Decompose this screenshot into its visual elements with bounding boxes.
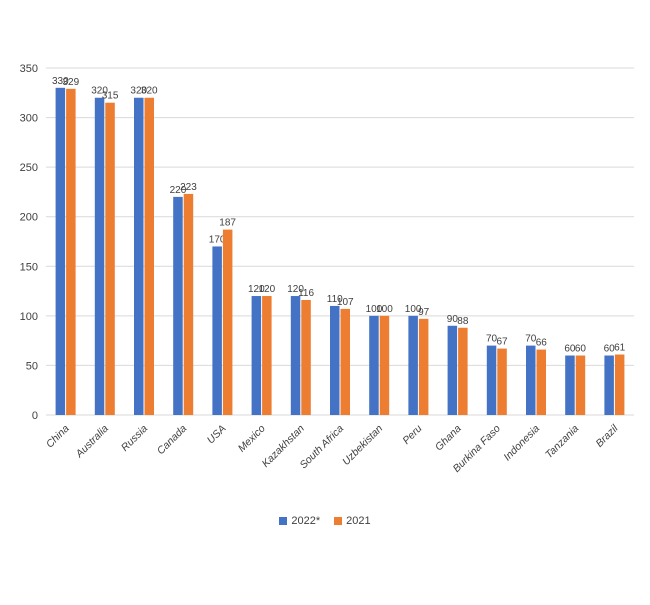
data-label: 320 bbox=[91, 86, 108, 97]
x-tick-label: Indonesia bbox=[501, 423, 542, 464]
data-label: 67 bbox=[496, 337, 508, 348]
data-label: 66 bbox=[536, 338, 548, 349]
bar bbox=[369, 315, 379, 415]
legend-label-2021: 2021 bbox=[346, 515, 371, 527]
x-tick-label: China bbox=[44, 423, 72, 451]
bar bbox=[262, 296, 272, 415]
bar bbox=[55, 87, 66, 415]
y-tick-label: 300 bbox=[20, 113, 38, 125]
bar bbox=[565, 355, 575, 415]
x-tick-label: Canada bbox=[155, 423, 190, 458]
y-tick-label: 100 bbox=[20, 311, 38, 323]
bar bbox=[222, 229, 233, 415]
data-label: 110 bbox=[327, 294, 343, 305]
data-label: 100 bbox=[405, 304, 422, 315]
legend-item-2022: 2022* bbox=[279, 515, 320, 527]
y-tick-label: 50 bbox=[26, 360, 38, 372]
bar bbox=[251, 296, 262, 415]
data-label: 315 bbox=[102, 91, 119, 102]
data-label: 60 bbox=[575, 344, 587, 355]
legend-item-2021: 2021 bbox=[334, 515, 371, 527]
data-label: 60 bbox=[604, 344, 616, 355]
data-label: 120 bbox=[248, 284, 265, 295]
data-label: 170 bbox=[209, 234, 226, 245]
bar bbox=[173, 196, 183, 415]
data-label: 100 bbox=[376, 304, 393, 315]
y-tick-label: 350 bbox=[20, 63, 38, 75]
legend-swatch-2021 bbox=[334, 517, 343, 525]
data-label: 220 bbox=[170, 185, 187, 196]
data-label: 61 bbox=[614, 343, 626, 354]
legend: 2022* 2021 bbox=[0, 515, 650, 527]
bar bbox=[379, 315, 390, 415]
data-label: 120 bbox=[287, 284, 304, 295]
data-label: 187 bbox=[219, 218, 236, 229]
data-label: 60 bbox=[564, 344, 576, 355]
data-label: 120 bbox=[259, 284, 276, 295]
bar bbox=[458, 327, 468, 415]
bar bbox=[486, 345, 497, 415]
data-label: 107 bbox=[337, 297, 354, 308]
data-label: 330 bbox=[52, 76, 69, 87]
data-label: 97 bbox=[418, 307, 430, 318]
x-tick-label: Brazil bbox=[593, 422, 621, 450]
bar bbox=[536, 349, 546, 415]
bar bbox=[301, 299, 311, 415]
bar bbox=[497, 348, 507, 415]
x-tick-label: Tanzania bbox=[543, 423, 581, 461]
bar bbox=[330, 305, 340, 415]
bar bbox=[575, 355, 586, 415]
x-tick-label: Russia bbox=[119, 423, 150, 454]
data-label: 223 bbox=[180, 182, 197, 193]
bar bbox=[105, 102, 115, 415]
legend-label-2022: 2022* bbox=[291, 515, 321, 527]
y-tick-label: 250 bbox=[20, 162, 38, 174]
data-label: 329 bbox=[63, 77, 80, 88]
data-label: 320 bbox=[141, 86, 158, 97]
y-tick-label: 0 bbox=[32, 410, 38, 422]
y-tick-label: 150 bbox=[20, 261, 38, 273]
bar bbox=[212, 246, 222, 415]
bar bbox=[408, 315, 418, 415]
bar bbox=[526, 345, 536, 415]
data-label: 116 bbox=[298, 288, 314, 299]
data-label: 70 bbox=[525, 334, 537, 345]
bar bbox=[66, 88, 76, 415]
x-tick-label: Mexico bbox=[236, 423, 268, 455]
y-tick-label: 200 bbox=[20, 212, 38, 224]
bar bbox=[144, 97, 154, 415]
data-label: 90 bbox=[447, 314, 459, 325]
data-label: 88 bbox=[457, 316, 469, 327]
x-tick-label: Uzbekistan bbox=[340, 423, 385, 468]
x-tick-label: Ghana bbox=[433, 423, 464, 454]
legend-swatch-2022 bbox=[279, 517, 288, 525]
x-tick-label: USA bbox=[205, 423, 229, 447]
data-label: 100 bbox=[366, 304, 383, 315]
bar bbox=[604, 355, 614, 415]
data-label: 70 bbox=[486, 334, 498, 345]
x-tick-label: Australia bbox=[73, 423, 111, 461]
bar bbox=[94, 97, 105, 415]
bar bbox=[340, 308, 350, 415]
bar bbox=[290, 296, 301, 415]
x-tick-label: Peru bbox=[400, 423, 424, 447]
bar bbox=[183, 193, 194, 415]
data-label: 320 bbox=[130, 86, 147, 97]
bar bbox=[447, 325, 458, 415]
bar bbox=[418, 318, 429, 415]
bar bbox=[134, 97, 144, 415]
bar bbox=[614, 354, 625, 415]
